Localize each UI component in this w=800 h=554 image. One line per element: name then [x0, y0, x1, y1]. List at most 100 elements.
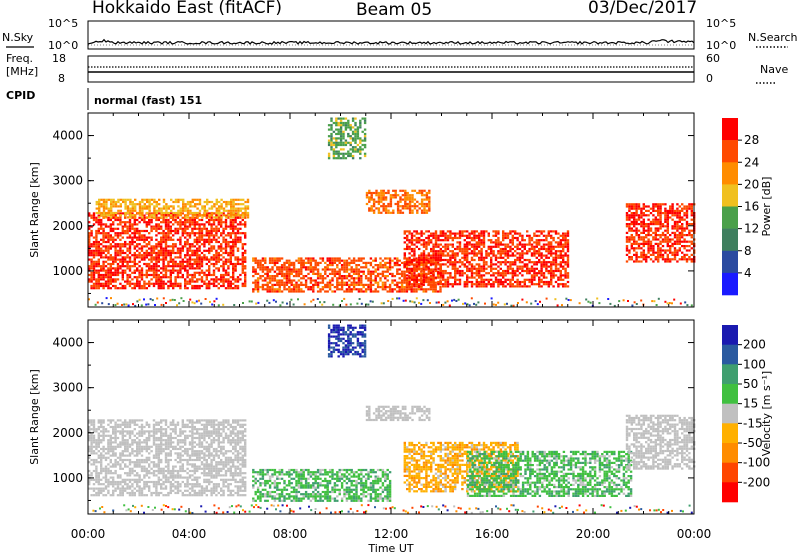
power-cell [217, 269, 220, 272]
power-cell [428, 205, 431, 208]
power-cell [437, 272, 440, 275]
power-cell [162, 229, 165, 233]
power-cell [432, 285, 435, 288]
power-cell [133, 251, 136, 255]
power-cell [150, 229, 153, 233]
power-cell [92, 287, 96, 290]
power-cell [690, 212, 693, 215]
power-cell [191, 287, 194, 290]
power-cell [133, 229, 136, 233]
power-cell [210, 223, 213, 226]
power-cell [645, 205, 648, 208]
power-cell [389, 202, 393, 206]
power-cell [278, 290, 281, 293]
power-cell [116, 245, 120, 248]
power-cell [530, 243, 534, 246]
power-cell [140, 249, 144, 252]
power-cell [458, 265, 462, 268]
power-cell [671, 258, 674, 261]
power-cell [559, 269, 562, 273]
power-cell [545, 256, 548, 259]
power-cell [200, 276, 204, 279]
power-cell [333, 270, 337, 273]
power-cell [119, 198, 122, 201]
power-cell [413, 278, 416, 281]
power-cell [482, 245, 486, 248]
power-cell [374, 268, 377, 271]
power-noise-cell [248, 300, 251, 303]
power-cell [382, 198, 385, 201]
power-cell [410, 261, 414, 264]
power-cell [380, 191, 383, 195]
power-cell [266, 277, 269, 280]
power-cell [218, 205, 221, 208]
power-cell [114, 234, 117, 237]
power-cell [446, 239, 450, 242]
power-cell [246, 198, 250, 201]
power-cell [212, 254, 216, 257]
power-noise-cell [464, 302, 467, 305]
power-cell [283, 283, 286, 286]
power-cell [215, 234, 218, 237]
power-cell [499, 272, 502, 275]
power-cell [386, 286, 389, 289]
power-cell [319, 277, 322, 280]
power-cell [241, 260, 244, 263]
power-cell [234, 265, 237, 268]
power-cell [521, 250, 524, 253]
power-cell [659, 220, 662, 223]
power-cell [683, 256, 686, 259]
power-cell [200, 223, 204, 226]
power-cell [164, 256, 168, 259]
power-cell [348, 283, 351, 286]
power-cell [480, 256, 483, 259]
power-cell [179, 211, 182, 215]
power-cell [688, 240, 691, 243]
power-cell [473, 272, 476, 275]
power-cell [410, 254, 414, 257]
power-cell [316, 261, 320, 264]
power-cell [396, 194, 400, 197]
power-cell [630, 236, 633, 239]
power-cell [664, 236, 667, 239]
power-cell [504, 232, 507, 235]
power-cell [116, 227, 120, 230]
power-cell [552, 247, 555, 251]
power-cell [404, 191, 407, 195]
power-cell [659, 207, 662, 210]
power-cell [140, 269, 144, 272]
power-cell [205, 282, 208, 285]
power-cell [212, 265, 216, 268]
power-cell [295, 272, 298, 275]
power-cell [444, 285, 447, 288]
power-cell [179, 256, 182, 259]
power-cell [297, 257, 301, 260]
power-cell [350, 283, 353, 286]
power-cell [625, 216, 629, 219]
power-cell [121, 232, 124, 235]
power-noise-cell [272, 299, 275, 302]
power-cell [349, 141, 352, 144]
power-cell [326, 259, 329, 262]
power-cell [415, 267, 418, 270]
power-cell [112, 205, 115, 208]
power-cell [280, 290, 284, 293]
power-cell [649, 229, 653, 232]
power-cell [319, 275, 322, 278]
power-cell [312, 259, 315, 262]
power-cell [504, 272, 507, 275]
power-cell [241, 256, 244, 259]
power-cell [367, 286, 370, 289]
power-cell [155, 223, 158, 226]
power-cell [497, 243, 500, 246]
power-cell [497, 239, 500, 242]
power-cell [162, 287, 165, 290]
power-cell [399, 211, 402, 214]
power-cell [415, 265, 418, 268]
power-cell [669, 234, 672, 237]
power-cell [362, 272, 365, 275]
power-cell [110, 209, 113, 212]
power-cell [155, 225, 158, 228]
power-cell [138, 276, 141, 279]
power-cell [324, 261, 327, 264]
